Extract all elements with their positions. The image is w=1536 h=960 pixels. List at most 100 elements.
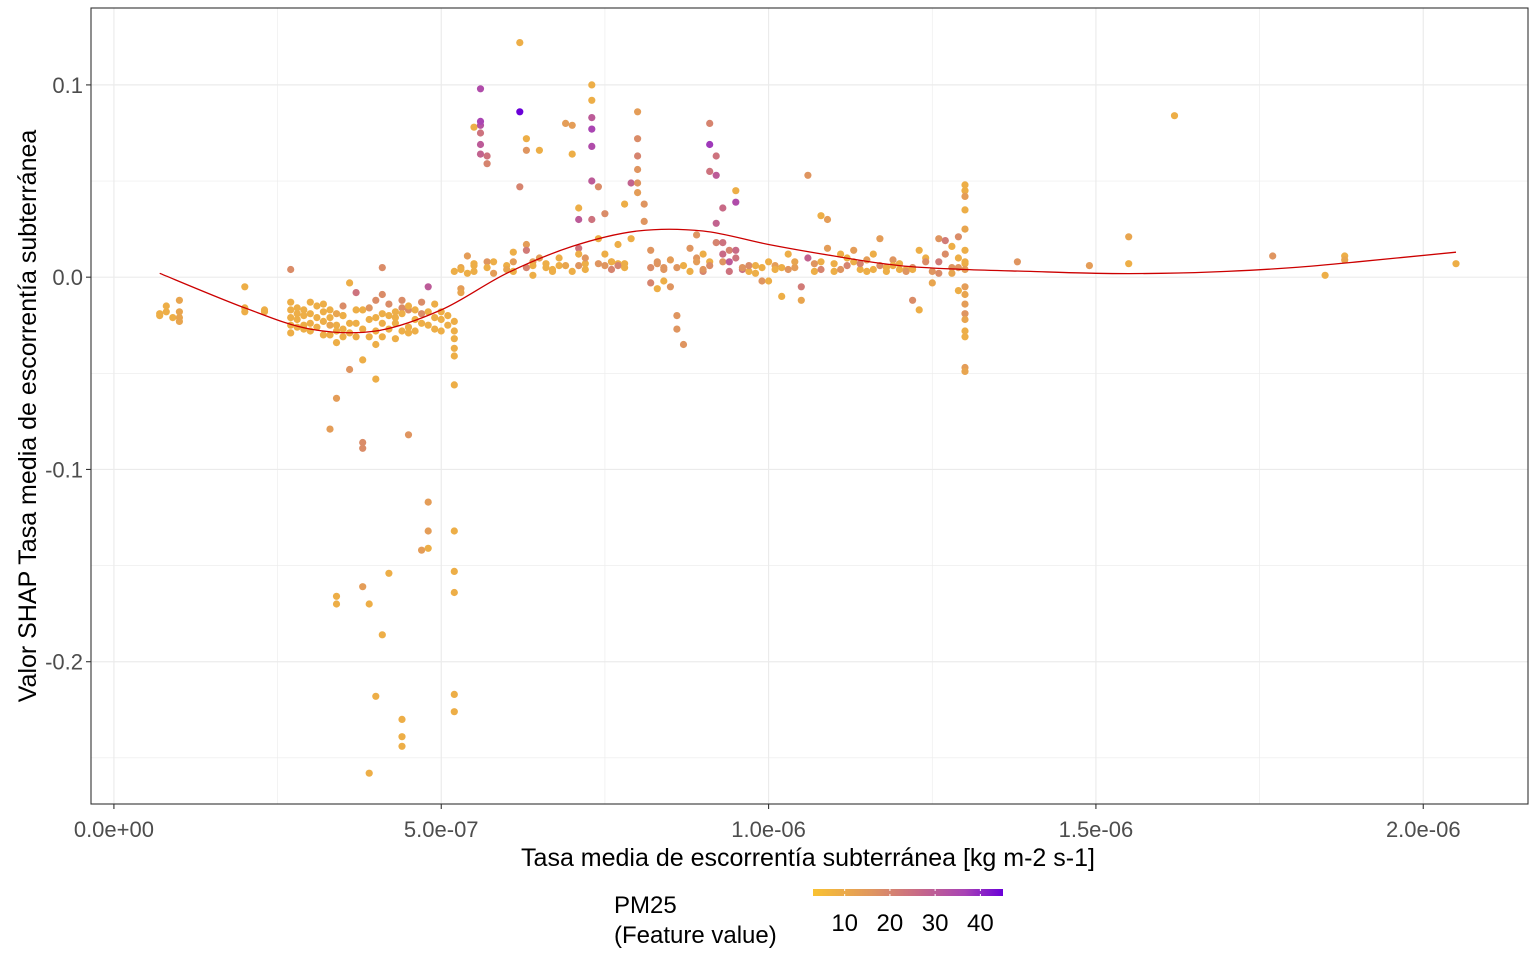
data-point	[725, 267, 733, 275]
data-point	[1341, 256, 1349, 264]
data-point	[424, 283, 432, 291]
data-point	[332, 339, 341, 347]
data-point	[300, 312, 308, 320]
data-point	[653, 285, 661, 293]
data-point	[483, 258, 491, 266]
data-point	[634, 108, 642, 116]
data-point	[627, 235, 635, 243]
data-point	[241, 308, 249, 316]
data-point	[156, 312, 164, 320]
data-point	[568, 121, 576, 129]
data-point	[385, 312, 393, 320]
data-point	[359, 306, 367, 314]
data-point	[450, 335, 458, 343]
data-point	[961, 246, 969, 254]
data-point	[693, 231, 701, 239]
data-point	[175, 317, 183, 325]
data-point	[732, 198, 740, 206]
data-point	[856, 265, 864, 274]
data-point	[365, 304, 373, 312]
data-point	[359, 583, 367, 591]
data-point	[431, 325, 439, 333]
data-point	[797, 283, 805, 291]
data-point	[817, 258, 825, 266]
data-point	[339, 302, 347, 310]
data-point	[287, 306, 295, 314]
data-point	[241, 283, 249, 291]
data-point	[830, 260, 838, 268]
data-point	[444, 312, 452, 320]
data-point	[437, 327, 445, 335]
data-point	[365, 769, 373, 777]
data-point	[719, 239, 727, 247]
data-point	[882, 267, 891, 275]
data-point	[175, 296, 183, 304]
data-point	[457, 289, 465, 297]
data-point	[961, 283, 969, 291]
data-point	[444, 321, 452, 329]
data-point	[607, 265, 616, 274]
data-point	[398, 733, 406, 741]
data-point	[424, 498, 432, 506]
data-point	[719, 204, 727, 212]
data-point	[928, 267, 936, 275]
data-point	[418, 310, 426, 318]
data-point	[372, 296, 380, 304]
data-point	[647, 279, 655, 287]
y-tick-label: 0.1	[52, 73, 83, 98]
legend-colorbar	[813, 889, 1003, 896]
data-point	[398, 304, 406, 312]
data-point	[332, 394, 341, 402]
data-point	[372, 314, 380, 322]
data-point	[954, 254, 963, 262]
data-point	[909, 265, 917, 274]
data-point	[863, 267, 871, 275]
data-point	[293, 310, 301, 318]
data-point	[732, 187, 740, 195]
data-point	[404, 431, 413, 439]
data-point	[385, 569, 393, 577]
data-point	[621, 260, 629, 268]
data-point	[398, 327, 406, 335]
data-point	[476, 85, 485, 93]
data-point	[601, 210, 609, 218]
data-point	[378, 290, 386, 299]
data-point	[935, 269, 943, 277]
data-point	[575, 244, 583, 252]
data-point	[614, 262, 622, 270]
data-point	[378, 631, 386, 639]
data-point	[450, 567, 458, 576]
legend-tick-label: 30	[922, 910, 949, 937]
data-point	[339, 312, 347, 320]
data-point	[804, 254, 812, 262]
data-point	[863, 256, 871, 264]
data-point	[372, 340, 380, 349]
data-point	[686, 244, 694, 252]
data-point	[817, 212, 825, 220]
data-point	[450, 381, 458, 389]
data-point	[378, 319, 386, 327]
data-point	[784, 265, 792, 274]
legend-tick-label: 10	[831, 910, 858, 937]
data-point	[954, 264, 963, 272]
data-point	[352, 289, 360, 297]
data-point	[961, 300, 969, 308]
data-point	[568, 150, 576, 158]
data-point	[699, 250, 707, 258]
data-point	[306, 319, 314, 327]
data-point	[679, 340, 688, 349]
data-point	[1170, 112, 1179, 120]
data-point	[300, 306, 308, 314]
data-point	[712, 239, 720, 247]
data-point	[378, 264, 386, 272]
data-point	[476, 150, 485, 158]
data-point	[732, 246, 740, 254]
data-point	[450, 327, 458, 335]
data-point	[876, 235, 884, 243]
data-point	[758, 277, 766, 285]
data-point	[850, 246, 858, 254]
data-point	[666, 256, 675, 264]
data-point	[961, 367, 969, 375]
data-point	[575, 204, 583, 212]
data-point	[601, 262, 609, 270]
